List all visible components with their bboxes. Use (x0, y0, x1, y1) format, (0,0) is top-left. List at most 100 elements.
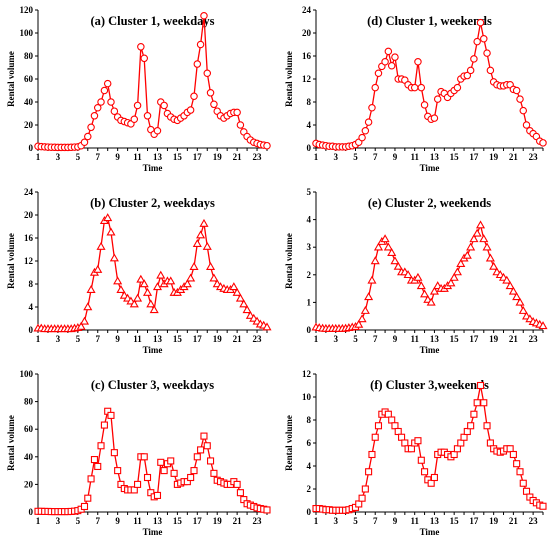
data-point (137, 43, 145, 51)
data-point (417, 456, 425, 464)
data-point (193, 453, 201, 461)
y-tick-label: 2 (307, 484, 312, 494)
data-point (470, 55, 478, 63)
data-point (453, 445, 461, 453)
data-point (368, 104, 376, 112)
data-point (83, 302, 93, 311)
y-tick-label: 0 (307, 325, 312, 335)
x-tick-label: 19 (489, 334, 499, 344)
data-point (107, 98, 115, 106)
x-tick-label: 9 (115, 516, 120, 526)
x-tick-label: 15 (173, 152, 183, 162)
data-point (134, 480, 142, 488)
y-tick-label: 16 (24, 233, 34, 243)
x-tick-label: 23 (253, 516, 263, 526)
data-point (149, 305, 159, 314)
x-tick-label: 7 (95, 334, 100, 344)
data-point (129, 299, 139, 308)
y-tick-label: 24 (302, 5, 312, 15)
data-point (94, 462, 102, 471)
data-point (205, 262, 216, 271)
data-point (235, 293, 245, 302)
data-point (515, 297, 525, 306)
data-point (486, 66, 495, 75)
data-point (236, 121, 245, 129)
x-tick-label: 21 (509, 334, 519, 344)
x-tick-label: 23 (529, 334, 539, 344)
data-point (446, 278, 456, 287)
x-tick-label: 9 (115, 334, 120, 344)
y-tick-label: 12 (24, 256, 34, 266)
x-tick-label: 15 (173, 334, 183, 344)
data-point (473, 399, 481, 407)
x-tick-label: 1 (314, 516, 319, 526)
y-tick-label: 80 (24, 397, 34, 407)
data-point (263, 141, 271, 150)
data-point (467, 422, 475, 430)
data-point (450, 450, 458, 459)
x-tick-label: 15 (173, 516, 183, 526)
data-point (192, 239, 202, 247)
data-point (522, 487, 531, 495)
x-tick-label: 13 (430, 334, 440, 344)
panel-title: (a) Cluster 1, weekdays (90, 14, 214, 28)
data-point (130, 115, 139, 124)
y-tick-label: 100 (20, 369, 34, 379)
data-point (407, 445, 415, 453)
data-point (390, 256, 400, 265)
data-point (466, 66, 475, 75)
data-point (107, 411, 115, 419)
data-point (373, 242, 384, 251)
data-point (90, 112, 99, 120)
data-point (374, 422, 383, 430)
y-tick-label: 120 (20, 5, 34, 15)
data-point (186, 273, 196, 282)
x-tick-label: 23 (529, 152, 539, 162)
data-point (367, 275, 377, 284)
x-tick-label: 21 (233, 516, 243, 526)
x-tick-label: 3 (333, 152, 338, 162)
data-point (354, 319, 364, 328)
y-tick-label: 4 (307, 461, 312, 471)
x-tick-label: 11 (133, 334, 142, 344)
data-point (355, 500, 363, 508)
x-tick-label: 1 (314, 334, 319, 344)
x-tick-label: 19 (213, 334, 223, 344)
data-point (170, 469, 178, 477)
data-point (361, 127, 370, 135)
x-tick-label: 1 (36, 152, 41, 162)
data-point (200, 432, 208, 440)
data-point (114, 467, 122, 475)
x-tick-label: 17 (469, 516, 479, 526)
data-point (398, 433, 406, 441)
x-tick-label: 21 (509, 516, 519, 526)
x-tick-label: 9 (393, 516, 398, 526)
y-tick-label: 0 (29, 143, 34, 153)
data-point (384, 47, 393, 56)
x-tick-label: 23 (253, 152, 263, 162)
panel-title: (f) Cluster 3,weekends (370, 378, 489, 392)
y-tick-label: 5 (307, 187, 312, 197)
panel-title: (d) Cluster 1, weekends (367, 14, 492, 28)
x-tick-label: 13 (153, 516, 163, 526)
y-axis-title: Rental volume (284, 415, 294, 471)
x-tick-label: 9 (393, 334, 398, 344)
data-point (452, 267, 462, 276)
x-tick-label: 7 (95, 516, 100, 526)
data-point (97, 98, 105, 106)
y-tick-label: 20 (302, 28, 312, 38)
data-point (420, 289, 430, 298)
data-point (140, 453, 148, 461)
data-point (197, 446, 205, 454)
data-point (516, 468, 524, 476)
data-point (153, 127, 162, 135)
data-point (462, 250, 472, 259)
y-tick-label: 16 (302, 51, 312, 61)
x-tick-label: 9 (115, 152, 120, 162)
x-tick-label: 13 (430, 152, 440, 162)
x-tick-label: 21 (233, 334, 243, 344)
data-point (206, 89, 215, 97)
x-tick-label: 1 (36, 516, 41, 526)
x-tick-label: 21 (233, 152, 243, 162)
x-tick-label: 17 (469, 334, 479, 344)
